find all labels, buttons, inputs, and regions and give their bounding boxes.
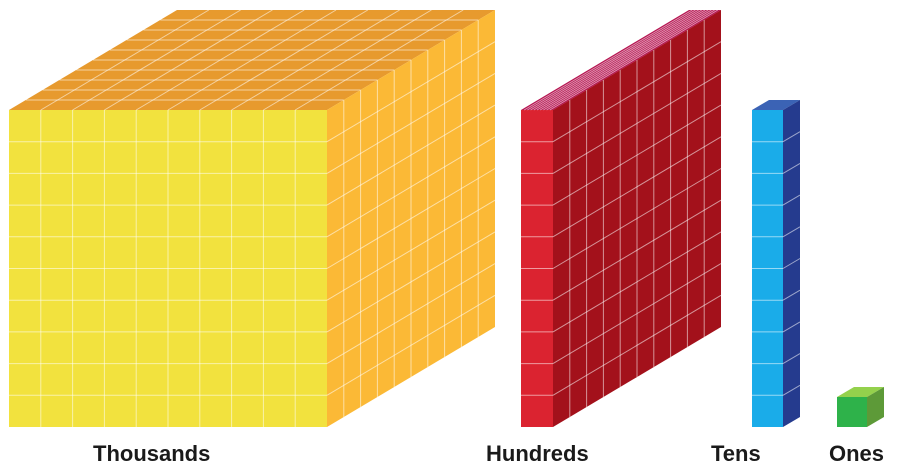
hundreds-top-face-grid [523,9,719,111]
tens-front-face [752,110,783,427]
tens-top-face-fill [752,100,800,110]
tens-side-face-grid [782,131,801,396]
ones-front-face [837,397,867,427]
hundreds-top-face [521,9,721,111]
hundreds-front-face [521,110,553,427]
ones-unit-cube [837,387,884,427]
thousands-top-face-grid [25,9,479,111]
thousands-front-face [9,110,327,427]
tens-side-face [782,100,801,427]
tens-front-face-grid [752,141,783,396]
ones-top-face-fill [837,387,884,397]
hundreds-flat [521,9,722,427]
hundreds-front-face-grid [521,141,553,396]
tens-label: Tens [711,441,761,466]
hundreds-label: Hundreds [486,441,589,466]
ones-label: Ones [829,441,885,466]
tens-top-face [752,100,800,110]
hundreds-side-face [552,10,722,427]
thousands-cube [9,9,496,427]
thousands-top-face [9,9,495,111]
thousands-label: Thousands [93,441,211,466]
ones-side-face [867,387,884,427]
thousands-side-face-grid [326,20,496,417]
tens-rod [752,100,801,427]
ones-side-face-fill [867,387,884,427]
thousands-side-face [326,10,496,427]
ones-front-face-fill [837,397,867,427]
thousands-front-face-grid [9,110,327,427]
ones-top-face [837,387,884,397]
hundreds-side-face-grid [552,20,722,417]
